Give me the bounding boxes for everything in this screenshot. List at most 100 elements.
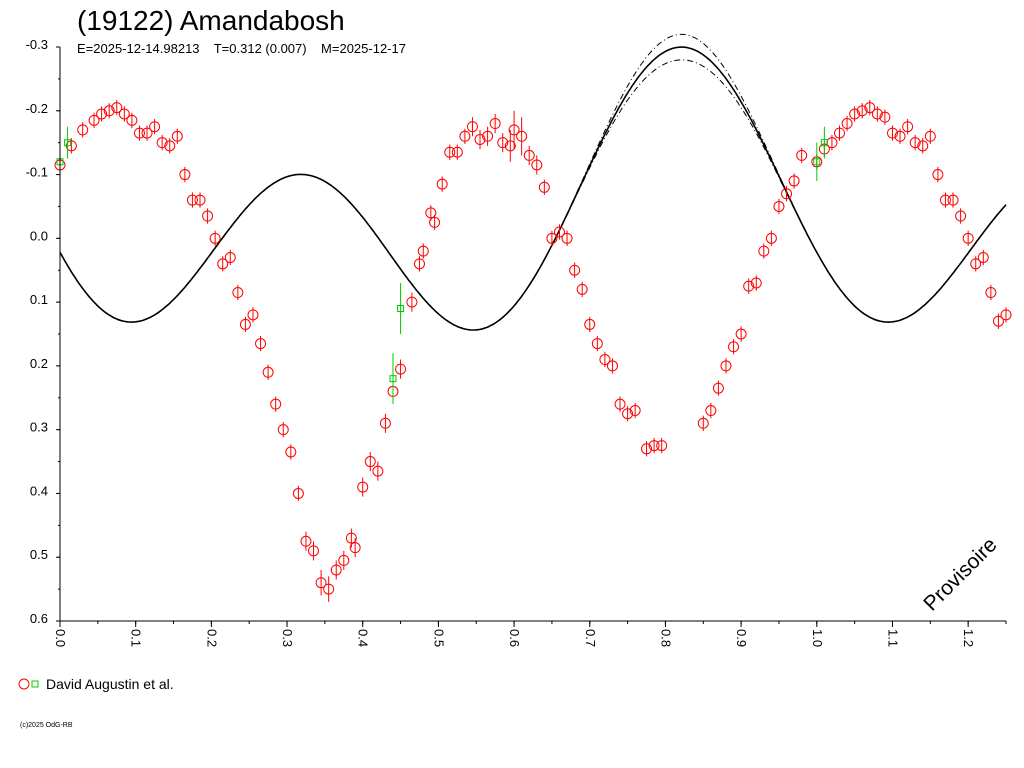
data-point <box>720 360 732 372</box>
data-point <box>330 564 342 576</box>
data-point <box>141 127 153 139</box>
fit-curve-lower <box>59 33 1007 331</box>
data-point <box>466 121 478 133</box>
data-point <box>879 111 891 123</box>
data-point <box>614 398 626 410</box>
x-tick-label: 0.8 <box>658 629 673 647</box>
x-tick-label: 1.1 <box>885 629 900 647</box>
data-point <box>323 583 335 595</box>
data-point <box>277 424 289 436</box>
data-point <box>992 315 1004 327</box>
data-point <box>932 169 944 181</box>
data-point <box>232 287 244 299</box>
x-tick-label: 0.5 <box>431 629 446 647</box>
data-point <box>413 258 425 270</box>
data-point <box>902 121 914 133</box>
data-point <box>497 137 509 149</box>
data-point <box>417 245 429 257</box>
data-point <box>697 417 709 429</box>
data-point <box>345 532 357 544</box>
data-point <box>561 232 573 244</box>
data-point <box>735 328 747 340</box>
legend-circle-marker <box>18 678 30 690</box>
y-tick-label: -0.2 <box>26 101 48 116</box>
y-tick-label: 0.5 <box>30 547 48 562</box>
data-point <box>489 118 501 130</box>
data-point <box>576 283 588 295</box>
y-tick-label: 0.0 <box>30 228 48 243</box>
axes: -0.3 -0.2 -0.1 0.0 0.1 0.2 0.3 0.4 0.5 0.6 0.0 0.1 0… <box>26 37 1007 647</box>
data-point <box>970 258 982 270</box>
x-tick-label: 0.7 <box>583 629 598 647</box>
data-point <box>357 481 369 493</box>
data-point <box>656 440 668 452</box>
data-point <box>482 130 494 142</box>
data-point <box>459 130 471 142</box>
data-point <box>939 194 951 206</box>
data-point <box>133 127 145 139</box>
data-point <box>364 456 376 468</box>
data-point <box>508 124 520 136</box>
data-point <box>569 264 581 276</box>
data-point <box>917 140 929 152</box>
y-tick-label: -0.1 <box>26 165 48 180</box>
copyright-note: (c)2025 OdG-RB <box>20 722 73 729</box>
chart-title: (19122) Amandabosh <box>77 5 345 36</box>
data-point <box>308 545 320 557</box>
data-point <box>796 149 808 161</box>
data-point <box>436 178 448 190</box>
legend-square-marker <box>31 680 39 688</box>
data-point <box>126 114 138 126</box>
data-point <box>712 382 724 394</box>
data-point <box>429 216 441 228</box>
data-point <box>217 258 229 270</box>
data-point <box>451 146 463 158</box>
data-point <box>209 232 221 244</box>
data-point <box>103 105 115 117</box>
data-point <box>864 102 876 114</box>
data-point <box>705 405 717 417</box>
data-point <box>894 130 906 142</box>
data-point <box>88 114 100 126</box>
data-point <box>149 121 161 133</box>
data-point <box>886 127 898 139</box>
data-point <box>349 542 361 554</box>
data-point <box>947 194 959 206</box>
data-point <box>856 105 868 117</box>
data-point <box>622 408 634 420</box>
data-point <box>781 188 793 200</box>
data-point <box>292 487 304 499</box>
fit-curve-main <box>59 46 1007 331</box>
data-point <box>553 226 565 238</box>
y-tick-label: 0.1 <box>30 292 48 307</box>
y-tick-label: -0.3 <box>26 37 48 52</box>
data-point <box>591 338 603 350</box>
data-point <box>849 108 861 120</box>
y-tick-label: 0.2 <box>30 356 48 371</box>
data-point <box>841 118 853 130</box>
data-point <box>239 318 251 330</box>
data-point <box>788 175 800 187</box>
data-point-square <box>397 304 405 312</box>
data-point <box>599 354 611 366</box>
data-point <box>750 277 762 289</box>
data-point-square <box>64 139 72 147</box>
data-point <box>338 554 350 566</box>
data-point <box>285 446 297 458</box>
data-point <box>270 398 282 410</box>
data-point <box>531 159 543 171</box>
data-point <box>474 133 486 145</box>
data-point <box>743 280 755 292</box>
legend: David Augustin et al. <box>18 676 174 692</box>
y-tick-label: 0.6 <box>30 611 48 626</box>
x-tick-label: 0.1 <box>129 629 144 647</box>
data-point <box>641 443 653 455</box>
data-point-square <box>820 139 828 147</box>
data-point <box>202 210 214 222</box>
data-point <box>834 127 846 139</box>
data-point <box>255 338 267 350</box>
x-tick-label: 0.6 <box>507 629 522 647</box>
x-tick-label: 0.3 <box>280 629 295 647</box>
data-point <box>924 130 936 142</box>
